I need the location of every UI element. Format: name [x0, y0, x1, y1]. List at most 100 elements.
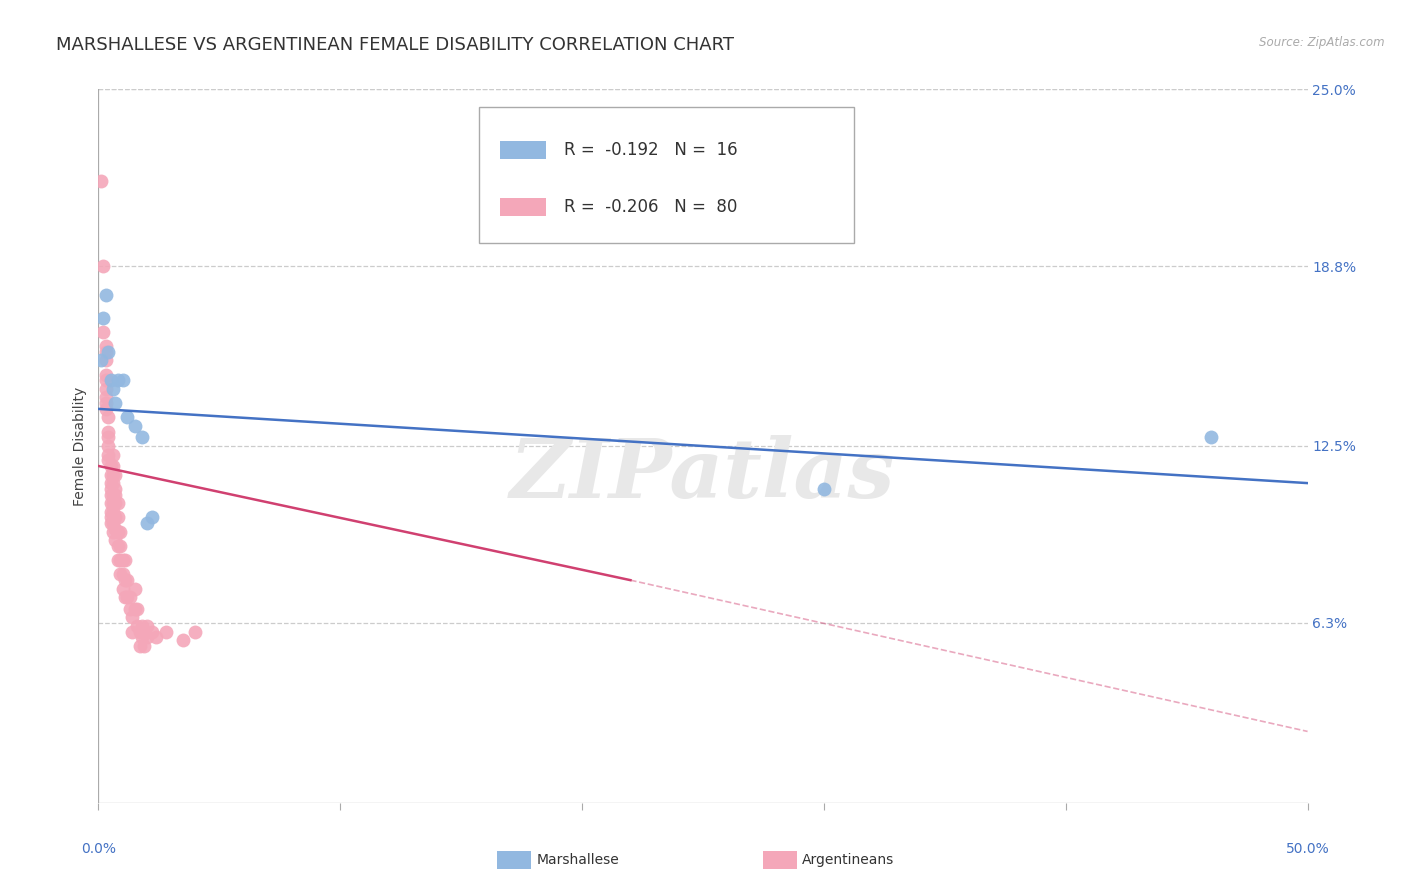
Y-axis label: Female Disability: Female Disability	[73, 386, 87, 506]
Point	[100, 467, 122, 482]
Point	[104, 467, 127, 482]
Point	[100, 458, 122, 473]
Point	[100, 516, 122, 530]
Point	[108, 553, 131, 567]
Point	[97, 425, 120, 439]
Point	[134, 639, 156, 653]
Point	[108, 539, 131, 553]
Point	[100, 373, 122, 387]
Text: 0.0%: 0.0%	[82, 842, 115, 855]
Point	[104, 496, 127, 510]
Point	[97, 410, 120, 425]
Point	[91, 325, 114, 339]
Point	[101, 505, 124, 519]
Point	[107, 373, 129, 387]
Point	[94, 368, 117, 382]
Bar	[763, 851, 797, 869]
Point	[107, 539, 129, 553]
Point	[104, 482, 127, 496]
Point	[114, 573, 136, 587]
Point	[91, 259, 114, 273]
Text: ZIPatlas: ZIPatlas	[510, 434, 896, 515]
Point	[100, 482, 122, 496]
Point	[118, 601, 141, 615]
Bar	[498, 851, 531, 869]
Point	[114, 591, 136, 605]
Text: R =  -0.206   N =  80: R = -0.206 N = 80	[564, 198, 737, 216]
Point	[108, 524, 131, 539]
Text: MARSHALLESE VS ARGENTINEAN FEMALE DISABILITY CORRELATION CHART: MARSHALLESE VS ARGENTINEAN FEMALE DISABI…	[56, 36, 734, 54]
Point	[97, 430, 120, 444]
Text: R =  -0.192   N =  16: R = -0.192 N = 16	[564, 141, 738, 159]
Point	[97, 453, 120, 467]
Text: Marshallese: Marshallese	[536, 853, 619, 867]
Point	[117, 591, 139, 605]
Point	[90, 353, 112, 368]
Point	[127, 619, 149, 633]
Point	[131, 630, 153, 644]
Point	[94, 287, 117, 301]
Point	[135, 630, 157, 644]
Point	[101, 524, 124, 539]
Point	[104, 533, 127, 548]
Point	[121, 624, 143, 639]
Point	[94, 401, 117, 416]
Point	[104, 396, 127, 410]
Point	[111, 373, 134, 387]
Point	[107, 524, 129, 539]
Point	[131, 430, 153, 444]
Point	[94, 344, 117, 359]
Point	[94, 339, 117, 353]
Point	[100, 496, 122, 510]
Point	[101, 467, 124, 482]
Point	[101, 516, 124, 530]
Point	[124, 601, 146, 615]
Point	[117, 573, 139, 587]
FancyBboxPatch shape	[479, 107, 855, 243]
Point	[107, 510, 129, 524]
Bar	[501, 141, 546, 159]
Point	[117, 410, 139, 425]
Point	[100, 510, 122, 524]
Point	[100, 487, 122, 501]
Text: 50.0%: 50.0%	[1285, 842, 1330, 855]
Point	[135, 619, 157, 633]
Point	[118, 591, 141, 605]
Point	[124, 582, 146, 596]
Point	[94, 373, 117, 387]
Point	[90, 173, 112, 187]
Point	[128, 639, 150, 653]
Text: Source: ZipAtlas.com: Source: ZipAtlas.com	[1260, 36, 1385, 49]
Point	[107, 496, 129, 510]
Point	[121, 610, 143, 624]
Point	[107, 553, 129, 567]
Point	[131, 619, 153, 633]
Point	[97, 439, 120, 453]
Point	[127, 601, 149, 615]
Point	[124, 419, 146, 434]
Point	[114, 553, 136, 567]
Point	[101, 476, 124, 491]
Point	[101, 496, 124, 510]
Point	[135, 516, 157, 530]
Point	[104, 522, 127, 536]
Point	[111, 567, 134, 582]
Point	[813, 482, 835, 496]
Point	[104, 510, 127, 524]
Point	[1199, 430, 1222, 444]
Point	[101, 448, 124, 462]
Point	[94, 391, 117, 405]
Point	[145, 630, 167, 644]
Point	[141, 624, 163, 639]
Point	[101, 487, 124, 501]
Point	[100, 505, 122, 519]
Point	[111, 553, 134, 567]
Point	[97, 448, 120, 462]
Point	[101, 458, 124, 473]
Point	[141, 510, 163, 524]
Point	[94, 353, 117, 368]
Point	[101, 382, 124, 396]
Point	[155, 624, 177, 639]
Point	[108, 567, 131, 582]
Bar	[501, 198, 546, 216]
